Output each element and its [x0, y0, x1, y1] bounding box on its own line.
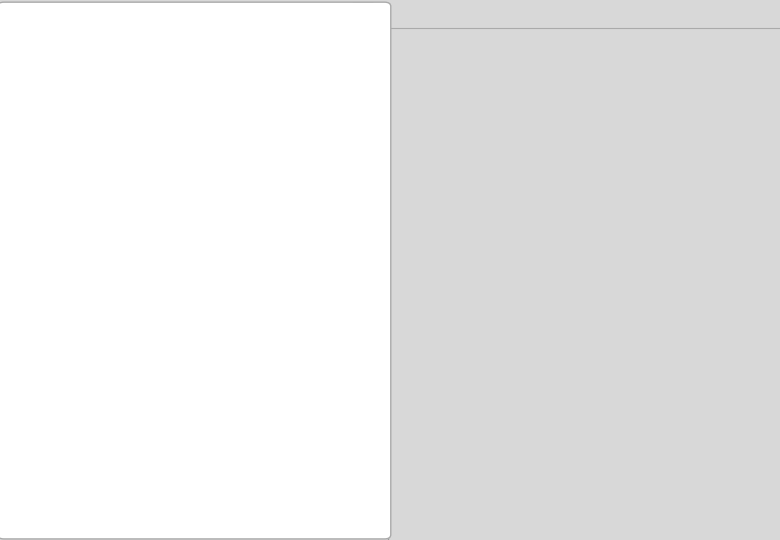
Text: = 3.2 cm: = 3.2 cm [24, 190, 72, 199]
Text: EB: EB [85, 157, 99, 166]
Text: 2.12: 2.12 [293, 467, 337, 485]
Text: 1: 1 [8, 34, 16, 45]
Text: x: x [286, 42, 293, 55]
Text: 7.8: 7.8 [175, 134, 199, 148]
Text: y = 6.36 - 4.24 = 2.12: y = 6.36 - 4.24 = 2.12 [14, 456, 200, 473]
Text: (2): (2) [320, 494, 332, 503]
Text: 6.36: 6.36 [122, 360, 158, 377]
Text: 6.36 ÷ 1.5 = 4.24: 6.36 ÷ 1.5 = 4.24 [14, 440, 164, 457]
Bar [356, 15, 360, 17]
Text: (b) Work out the length of: (b) Work out the length of [14, 293, 146, 302]
Text: E: E [187, 41, 194, 50]
Text: is parallel to: is parallel to [24, 157, 92, 166]
Text: y: y [199, 381, 208, 397]
Text: GCSE: GCSE [6, 12, 54, 26]
Text: Calculate scale factor:: Calculate scale factor: [154, 165, 327, 179]
Bar [356, 6, 370, 13]
Text: cm: cm [362, 246, 377, 255]
Text: Edexcel Foundation: June 2017 Paper 2, Q21: Edexcel Foundation: June 2017 Paper 2, Q… [65, 12, 288, 21]
Text: DC: DC [14, 157, 30, 166]
Text: C: C [306, 112, 314, 121]
Text: (2): (2) [320, 261, 332, 270]
Bar [361, 23, 364, 25]
Bar [356, 19, 360, 22]
Text: 7.8 ÷ 5.2 = 1.5: 7.8 ÷ 5.2 = 1.5 [176, 180, 304, 197]
Text: = 6.36 cm: = 6.36 cm [24, 277, 78, 286]
Text: and: and [30, 147, 55, 156]
Text: (Total for Question 1 is 4 marks): (Total for Question 1 is 4 marks) [101, 520, 290, 529]
Text: 3.2: 3.2 [203, 76, 228, 90]
Text: AD: AD [14, 277, 29, 286]
Text: cm: cm [362, 479, 377, 488]
Text: (a) Work out the length of: (a) Work out the length of [14, 202, 145, 211]
Text: ED: ED [122, 293, 137, 302]
Text: AC: AC [14, 170, 29, 179]
Text: .: . [94, 157, 98, 166]
Bar [366, 23, 370, 25]
Text: DC: DC [122, 202, 137, 211]
Bar [366, 15, 370, 17]
Bar [361, 15, 364, 17]
Text: A: A [61, 112, 68, 121]
Bar [356, 23, 360, 25]
Text: .: . [132, 293, 135, 302]
Text: DEA: DEA [47, 147, 69, 156]
Bar [366, 19, 370, 22]
FancyBboxPatch shape [353, 3, 374, 30]
Text: ABC: ABC [14, 147, 36, 156]
Bar [361, 19, 364, 22]
Text: 3.2 x 1.5 = x = 4.8: 3.2 x 1.5 = x = 4.8 [62, 213, 218, 230]
Text: 5.2: 5.2 [115, 84, 139, 98]
Text: .: . [132, 202, 135, 211]
Text: are straight lines.: are straight lines. [63, 147, 154, 156]
Text: AB: AB [14, 180, 28, 189]
Text: = 5.2 cm: = 5.2 cm [24, 180, 72, 189]
Text: B: B [179, 112, 186, 121]
Text: EB: EB [14, 190, 28, 199]
Text: D: D [274, 20, 282, 29]
Text: = 7.8 cm: = 7.8 cm [24, 170, 72, 179]
Text: 4.8: 4.8 [300, 234, 331, 252]
Text: 4.16: 4.16 [87, 393, 124, 410]
